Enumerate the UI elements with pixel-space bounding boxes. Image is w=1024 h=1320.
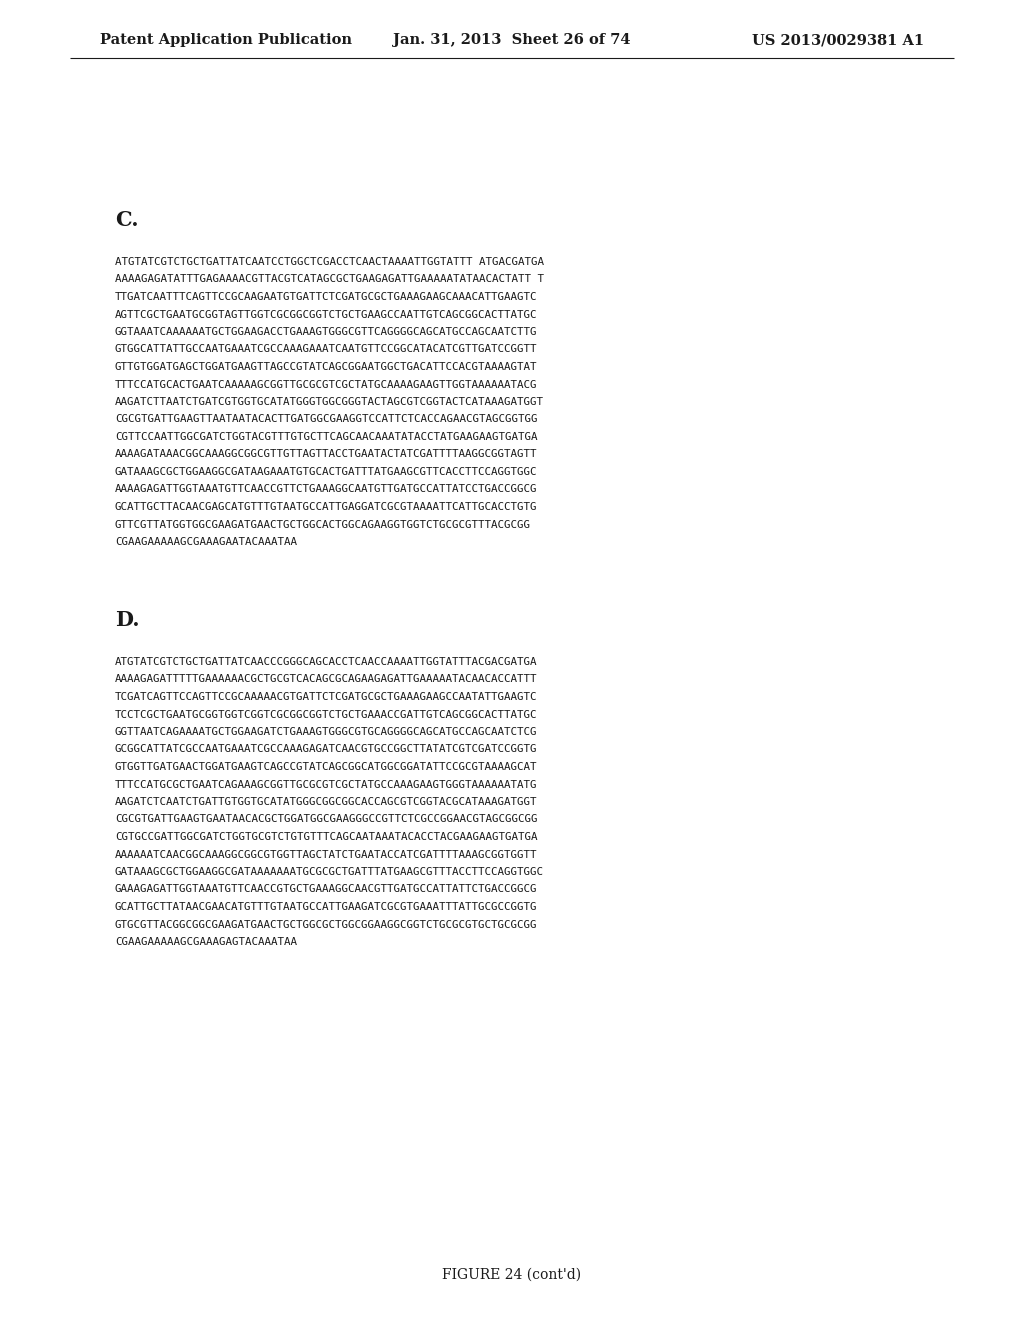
Text: C.: C.: [115, 210, 138, 230]
Text: ATGTATCGTCTGCTGATTATCAACCCGGGCAGCACCTCAACCAAAATTGGTATTTACGACGATGA: ATGTATCGTCTGCTGATTATCAACCCGGGCAGCACCTCAA…: [115, 657, 538, 667]
Text: GCATTGCTTACAACGAGCATGTTTGTAATGCCATTGAGGATCGCGTAAAATTCATTGCACCTGTG: GCATTGCTTACAACGAGCATGTTTGTAATGCCATTGAGGA…: [115, 502, 538, 512]
Text: GTGCGTTACGGCGGCGAAGATGAACTGCTGGCGCTGGCGGAAGGCGGTCTGCGCGTGCTGCGCGG: GTGCGTTACGGCGGCGAAGATGAACTGCTGGCGCTGGCGG…: [115, 920, 538, 929]
Text: CGTGCCGATTGGCGATCTGGTGCGTCTGTGTTTCAGCAATAAATACACCTACGAAGAAGTGATGA: CGTGCCGATTGGCGATCTGGTGCGTCTGTGTTTCAGCAAT…: [115, 832, 538, 842]
Text: GATAAAGCGCTGGAAGGCGATAAGAAATGTGCACTGATTTATGAAGCGTTCACCTTCCAGGTGGC: GATAAAGCGCTGGAAGGCGATAAGAAATGTGCACTGATTT…: [115, 467, 538, 477]
Text: GCATTGCTTATAACGAACATGTTTGTAATGCCATTGAAGATCGCGTGAAATTTATTGCGCCGGTG: GCATTGCTTATAACGAACATGTTTGTAATGCCATTGAAGA…: [115, 902, 538, 912]
Text: TTGATCAATTTCAGTTCCGCAAGAATGTGATTCTCGATGCGCTGAAAGAAGCAAACATTGAAGTC: TTGATCAATTTCAGTTCCGCAAGAATGTGATTCTCGATGC…: [115, 292, 538, 302]
Text: GTGGTTGATGAACTGGATGAAGTCAGCCGTATCAGCGGCATGGCGGATATTCCGCGTAAAAGCAT: GTGGTTGATGAACTGGATGAAGTCAGCCGTATCAGCGGCA…: [115, 762, 538, 772]
Text: AAAAGAGATTTTTGAAAAAACGCTGCGTCACAGCGCAGAAGAGATTGAAAAATACAACACCATTT: AAAAGAGATTTTTGAAAAAACGCTGCGTCACAGCGCAGAA…: [115, 675, 538, 685]
Text: GATAAAGCGCTGGAAGGCGATAAAAAAATGCGCGCTGATTTATGAAGCGTTTACCTTCCAGGTGGC: GATAAAGCGCTGGAAGGCGATAAAAAAATGCGCGCTGATT…: [115, 867, 544, 876]
Text: GAAAGAGATTGGTAAATGTTCAACCGTGCTGAAAGGCAACGTTGATGCCATTATTCTGACCGGCG: GAAAGAGATTGGTAAATGTTCAACCGTGCTGAAAGGCAAC…: [115, 884, 538, 895]
Text: GTGGCATTATTGCCAATGAAATCGCCAAAGAAATCAATGTTCCGGCATACATCGTTGATCCGGTT: GTGGCATTATTGCCAATGAAATCGCCAAAGAAATCAATGT…: [115, 345, 538, 355]
Text: TTTCCATGCGCTGAATCAGAAAGCGGTTGCGCGTCGCTATGCCAAAGAAGTGGGTAAAAAATATG: TTTCCATGCGCTGAATCAGAAAGCGGTTGCGCGTCGCTAT…: [115, 780, 538, 789]
Text: ATGTATCGTCTGCTGATTATCAATCCTGGCTCGACCTCAACTAAAATTGGTATTT ATGACGATGA: ATGTATCGTCTGCTGATTATCAATCCTGGCTCGACCTCAA…: [115, 257, 544, 267]
Text: AAGATCTTAATCTGATCGTGGTGCATATGGGTGGCGGGTACTAGCGTCGGTACTCATAAAGATGGT: AAGATCTTAATCTGATCGTGGTGCATATGGGTGGCGGGTA…: [115, 397, 544, 407]
Text: GTTCGTTATGGTGGCGAAGATGAACTGCTGGCACTGGCAGAAGGTGGTCTGCGCGTTTACGCGG: GTTCGTTATGGTGGCGAAGATGAACTGCTGGCACTGGCAG…: [115, 520, 531, 529]
Text: CGTTCCAATTGGCGATCTGGTACGTTTGTGCTTCAGCAACAAATATACCTATGAAGAAGTGATGA: CGTTCCAATTGGCGATCTGGTACGTTTGTGCTTCAGCAAC…: [115, 432, 538, 442]
Text: CGCGTGATTGAAGTGAATAACACGCTGGATGGCGAAGGGCCGTTCTCGCCGGAACGTAGCGGCGG: CGCGTGATTGAAGTGAATAACACGCTGGATGGCGAAGGGC…: [115, 814, 538, 825]
Text: US 2013/0029381 A1: US 2013/0029381 A1: [752, 33, 924, 48]
Text: AAAAGATAAACGGCAAAGGCGGCGTTGTTAGTTACCTGAATACTATCGATTTTAAGGCGGTAGTT: AAAAGATAAACGGCAAAGGCGGCGTTGTTAGTTACCTGAA…: [115, 450, 538, 459]
Text: CGCGTGATTGAAGTTAATAATACACTTGATGGCGAAGGTCCATTCTCACCAGAACGTAGCGGTGG: CGCGTGATTGAAGTTAATAATACACTTGATGGCGAAGGTC…: [115, 414, 538, 425]
Text: AAAAGAGATATTTGAGAAAACGTTACGTCATAGCGCTGAAGAGATTGAAAAATATAACACTATT T: AAAAGAGATATTTGAGAAAACGTTACGTCATAGCGCTGAA…: [115, 275, 544, 285]
Text: AAAAGAGATTGGTAAATGTTCAACCGTTCTGAAAGGCAATGTTGATGCCATTATCCTGACCGGCG: AAAAGAGATTGGTAAATGTTCAACCGTTCTGAAAGGCAAT…: [115, 484, 538, 495]
Text: AGTTCGCTGAATGCGGTAGTTGGTCGCGGCGGTCTGCTGAAGCCAATTGTCAGCGGCACTTATGC: AGTTCGCTGAATGCGGTAGTTGGTCGCGGCGGTCTGCTGA…: [115, 309, 538, 319]
Text: FIGURE 24 (cont'd): FIGURE 24 (cont'd): [442, 1269, 582, 1282]
Text: GTTGTGGATGAGCTGGATGAAGTTAGCCGTATCAGCGGAATGGCTGACATTCCACGTAAAAGTAT: GTTGTGGATGAGCTGGATGAAGTTAGCCGTATCAGCGGAA…: [115, 362, 538, 372]
Text: GCGGCATTATCGCCAATGAAATCGCCAAAGAGATCAACGTGCCGGCTTATATCGTCGATCCGGTG: GCGGCATTATCGCCAATGAAATCGCCAAAGAGATCAACGT…: [115, 744, 538, 755]
Text: CGAAGAAAAAGCGAAAGAGTACAAATAA: CGAAGAAAAAGCGAAAGAGTACAAATAA: [115, 937, 297, 946]
Text: TTTCCATGCACTGAATCAAAAAGCGGTTGCGCGTCGCTATGCAAAAGAAGTTGGTAAAAAATACG: TTTCCATGCACTGAATCAAAAAGCGGTTGCGCGTCGCTAT…: [115, 380, 538, 389]
Text: AAGATCTCAATCTGATTGTGGTGCATATGGGCGGCGGCACCAGCGTCGGTACGCATAAAGATGGT: AAGATCTCAATCTGATTGTGGTGCATATGGGCGGCGGCAC…: [115, 797, 538, 807]
Text: Patent Application Publication: Patent Application Publication: [100, 33, 352, 48]
Text: D.: D.: [115, 610, 139, 630]
Text: AAAAAATCAACGGCAAAGGCGGCGTGGTTAGCTATCTGAATACCATCGATTTTAAAGCGGTGGTT: AAAAAATCAACGGCAAAGGCGGCGTGGTTAGCTATCTGAA…: [115, 850, 538, 859]
Text: Jan. 31, 2013  Sheet 26 of 74: Jan. 31, 2013 Sheet 26 of 74: [393, 33, 631, 48]
Text: CGAAGAAAAAGCGAAAGAATACAAATAA: CGAAGAAAAAGCGAAAGAATACAAATAA: [115, 537, 297, 546]
Text: TCGATCAGTTCCAGTTCCGCAAAAACGTGATTCTCGATGCGCTGAAAGAAGCCAATATTGAAGTC: TCGATCAGTTCCAGTTCCGCAAAAACGTGATTCTCGATGC…: [115, 692, 538, 702]
Text: GGTTAATCAGAAAATGCTGGAAGATCTGAAAGTGGGCGTGCAGGGGCAGCATGCCAGCAATCTCG: GGTTAATCAGAAAATGCTGGAAGATCTGAAAGTGGGCGTG…: [115, 727, 538, 737]
Text: TCCTCGCTGAATGCGGTGGTCGGTCGCGGCGGTCTGCTGAAACCGATTGTCAGCGGCACTTATGC: TCCTCGCTGAATGCGGTGGTCGGTCGCGGCGGTCTGCTGA…: [115, 710, 538, 719]
Text: GGTAAATCAAAAAATGCTGGAAGACCTGAAAGTGGGCGTTCAGGGGCAGCATGCCAGCAATCTTG: GGTAAATCAAAAAATGCTGGAAGACCTGAAAGTGGGCGTT…: [115, 327, 538, 337]
